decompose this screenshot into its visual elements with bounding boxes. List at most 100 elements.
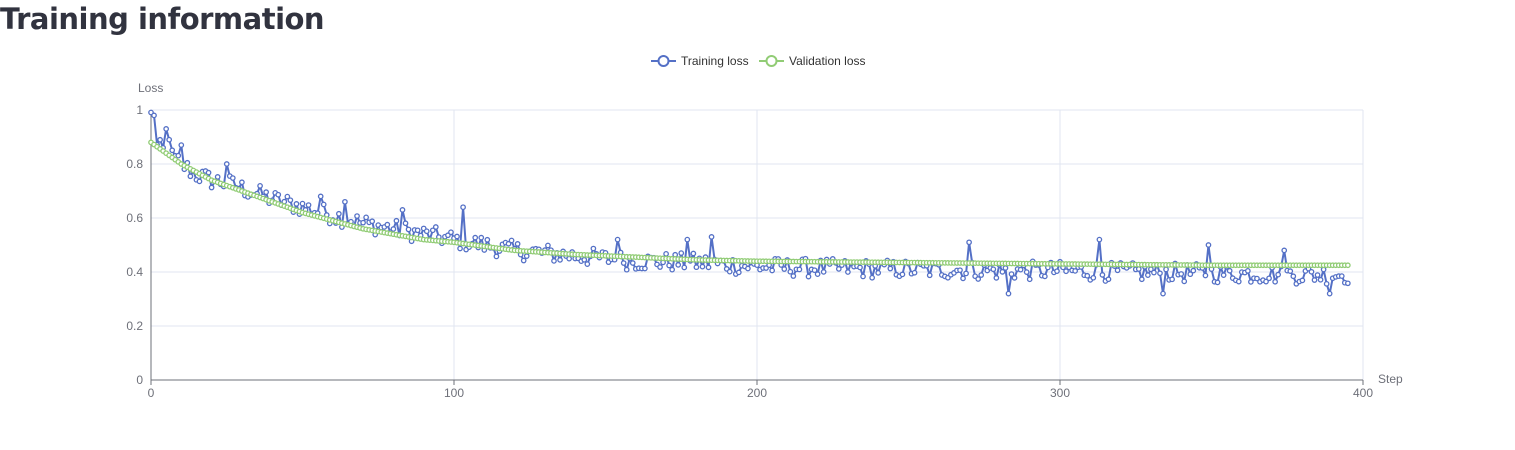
data-point[interactable] — [1326, 290, 1333, 297]
data-point[interactable] — [820, 269, 827, 275]
data-point[interactable] — [478, 234, 485, 241]
data-point[interactable] — [1072, 268, 1079, 274]
data-point[interactable] — [781, 266, 788, 272]
data-point[interactable] — [1005, 290, 1012, 297]
data-point[interactable] — [405, 226, 412, 233]
data-point[interactable] — [523, 253, 530, 259]
data-point[interactable] — [520, 257, 527, 264]
data-point[interactable] — [1160, 290, 1166, 297]
data-point[interactable] — [960, 275, 966, 282]
data-point[interactable] — [1096, 236, 1103, 243]
data-point[interactable] — [151, 112, 157, 119]
data-point[interactable] — [1190, 267, 1197, 274]
data-point[interactable] — [726, 268, 733, 275]
data-point[interactable] — [414, 227, 421, 234]
data-point[interactable] — [1011, 275, 1018, 281]
data-point[interactable] — [811, 267, 818, 274]
data-point[interactable] — [1287, 268, 1294, 274]
data-point[interactable] — [1345, 262, 1351, 269]
data-point[interactable] — [187, 173, 194, 180]
data-point[interactable] — [1345, 280, 1351, 287]
data-point[interactable] — [1023, 269, 1030, 275]
data-point[interactable] — [1099, 272, 1106, 278]
data-point[interactable] — [223, 161, 230, 167]
data-point[interactable] — [663, 250, 669, 257]
data-point[interactable] — [769, 267, 776, 274]
data-point[interactable] — [1084, 272, 1091, 279]
data-point[interactable] — [796, 266, 803, 273]
data-point[interactable] — [1157, 270, 1163, 277]
data-point[interactable] — [857, 264, 863, 271]
data-point[interactable] — [320, 201, 327, 208]
data-point[interactable] — [429, 227, 436, 234]
data-point[interactable] — [666, 262, 672, 269]
data-point[interactable] — [1263, 278, 1269, 285]
data-point[interactable] — [342, 198, 348, 205]
data-point[interactable] — [1105, 276, 1112, 283]
data-point[interactable] — [239, 179, 245, 186]
data-point[interactable] — [157, 136, 163, 143]
data-point[interactable] — [693, 264, 700, 271]
data-point[interactable] — [899, 271, 906, 278]
data-point[interactable] — [1017, 266, 1024, 273]
data-point[interactable] — [1311, 277, 1318, 283]
data-point[interactable] — [448, 229, 454, 236]
data-point[interactable] — [1090, 274, 1097, 281]
data-point[interactable] — [336, 210, 342, 217]
data-point[interactable] — [745, 265, 751, 272]
data-point[interactable] — [305, 202, 312, 208]
data-point[interactable] — [551, 258, 557, 264]
data-point[interactable] — [966, 239, 972, 246]
data-point[interactable] — [814, 271, 821, 278]
data-point[interactable] — [590, 245, 597, 252]
data-point[interactable] — [1026, 276, 1033, 283]
data-point[interactable] — [360, 219, 366, 226]
data-point[interactable] — [214, 174, 221, 180]
data-point[interactable] — [614, 236, 621, 243]
data-point[interactable] — [493, 253, 500, 260]
data-point[interactable] — [1220, 272, 1227, 279]
data-point[interactable] — [1338, 273, 1345, 279]
legend[interactable]: Training loss Validation loss — [651, 54, 866, 68]
data-point[interactable] — [860, 273, 866, 280]
data-point[interactable] — [708, 234, 715, 240]
data-point[interactable] — [1135, 266, 1142, 272]
data-point[interactable] — [166, 136, 173, 143]
data-point[interactable] — [926, 272, 933, 279]
data-point[interactable] — [287, 197, 294, 204]
data-point[interactable] — [1314, 272, 1321, 278]
data-point[interactable] — [1205, 242, 1212, 248]
data-point[interactable] — [169, 147, 176, 154]
data-point[interactable] — [566, 255, 572, 262]
data-point[interactable] — [1281, 247, 1288, 254]
data-point[interactable] — [557, 257, 563, 263]
data-point[interactable] — [1299, 277, 1306, 284]
data-point[interactable] — [1323, 280, 1330, 287]
data-point[interactable] — [1272, 278, 1278, 285]
data-point[interactable] — [787, 268, 794, 275]
data-point[interactable] — [460, 204, 466, 211]
data-point[interactable] — [887, 265, 894, 272]
data-point[interactable] — [1114, 267, 1121, 274]
data-point[interactable] — [178, 142, 185, 148]
data-point[interactable] — [363, 214, 369, 221]
data-point[interactable] — [423, 228, 430, 235]
data-point[interactable] — [293, 201, 300, 207]
data-point[interactable] — [1226, 267, 1233, 274]
data-point[interactable] — [1275, 271, 1282, 278]
data-point[interactable] — [284, 193, 291, 200]
data-point[interactable] — [675, 262, 682, 268]
data-point[interactable] — [514, 241, 521, 247]
data-point[interactable] — [1214, 279, 1221, 286]
data-point[interactable] — [263, 189, 269, 195]
data-point[interactable] — [257, 182, 263, 189]
data-point[interactable] — [869, 274, 875, 281]
data-point[interactable] — [657, 264, 663, 270]
data-point[interactable] — [208, 184, 215, 191]
data-point[interactable] — [317, 193, 324, 200]
data-point[interactable] — [229, 175, 236, 181]
data-point[interactable] — [390, 226, 397, 232]
data-point[interactable] — [1181, 278, 1188, 285]
data-point[interactable] — [990, 266, 997, 273]
data-point[interactable] — [1266, 275, 1272, 282]
